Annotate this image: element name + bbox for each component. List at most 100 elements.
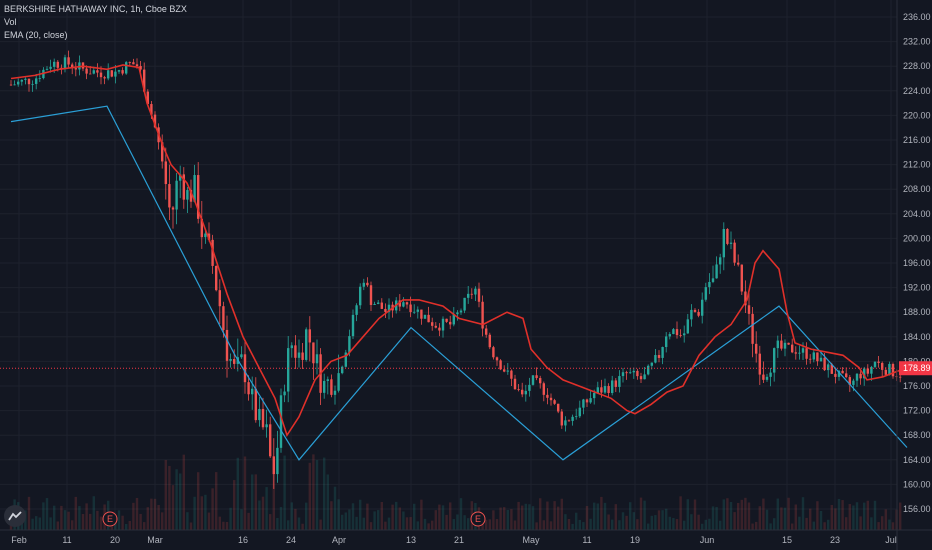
earnings-marker[interactable] [470, 511, 486, 527]
volume-bar [557, 506, 560, 530]
candle-body [35, 78, 38, 84]
volume-bar [899, 502, 902, 530]
price-tick-label: 156.00 [903, 504, 931, 514]
volume-bar [243, 456, 247, 530]
volume-bar [668, 516, 671, 530]
earnings-marker[interactable] [102, 511, 118, 527]
candle-body [546, 394, 549, 398]
volume-bar [791, 523, 794, 530]
tradingview-logo-icon[interactable] [4, 505, 26, 527]
volume-bar [420, 499, 423, 530]
candle-body [355, 305, 358, 315]
volume-bar [711, 506, 715, 530]
volume-bar [539, 498, 542, 530]
candle-body [265, 424, 268, 428]
ema-legend[interactable]: EMA (20, close) [4, 30, 68, 40]
candle-body [485, 328, 488, 335]
ema-line[interactable] [10, 64, 900, 438]
volume-bar [305, 502, 308, 530]
volume-bar [153, 498, 157, 530]
volume-bar [485, 519, 488, 530]
candle-body [801, 348, 805, 353]
candle-body [553, 400, 556, 404]
volume-bar [78, 506, 81, 530]
volume-bar [373, 511, 376, 530]
volume-bar [636, 519, 639, 530]
candle-body [719, 257, 722, 265]
candle-body [467, 293, 470, 298]
candle-body [657, 355, 661, 358]
volume-bar [776, 498, 779, 530]
volume-bar [431, 520, 434, 530]
current-price-badge [899, 361, 932, 376]
candle-body [258, 408, 261, 421]
candle-body [798, 352, 801, 354]
volume-bar [852, 505, 855, 530]
volume-bar [261, 496, 265, 530]
price-tick-label: 236.00 [903, 12, 931, 22]
candle-body [330, 379, 333, 395]
volume-bar [287, 520, 290, 530]
candle-body [528, 384, 531, 391]
volume-bar [229, 507, 232, 530]
volume-bar [168, 465, 171, 530]
candle-body [715, 264, 718, 279]
symbol-title[interactable]: BERKSHIRE HATHAWAY INC, 1h, Cboe BZX [4, 4, 187, 14]
price-tick-label: 220.00 [903, 110, 931, 120]
candle-body [611, 380, 614, 394]
volume-bar [643, 500, 646, 530]
candle-body [229, 359, 232, 361]
candle-body [600, 387, 603, 393]
pattern-trendline[interactable] [10, 105, 908, 461]
volume-bar [798, 516, 801, 530]
volume-bar [650, 515, 653, 530]
volume-bar [481, 520, 484, 530]
time-tick-label: 21 [454, 535, 464, 545]
candle-body [711, 278, 715, 282]
volume-bar [621, 512, 625, 530]
volume-bar [744, 497, 747, 530]
candle-body [672, 329, 675, 335]
volume-bar [794, 504, 797, 530]
candle-body [830, 364, 833, 374]
candle-body [744, 291, 747, 306]
volume-bar [715, 506, 718, 530]
volume-bar [200, 496, 203, 530]
candle-body [362, 282, 365, 287]
candle-body [755, 343, 758, 354]
volume-bar [391, 504, 394, 530]
volume-bar [884, 509, 887, 530]
time-axis[interactable]: Feb 11 20 Mar 16 24 Apr 13 21 May 11 19 Jun 15 23 Jul [0, 529, 932, 545]
volume-bar [848, 504, 851, 530]
volume-bar [870, 517, 873, 530]
volume-bar [301, 523, 304, 530]
volume-bar [294, 508, 297, 530]
volume-bar [618, 520, 621, 530]
volume-legend[interactable]: Vol [4, 17, 17, 27]
price-axis[interactable]: 156.00160.00164.00168.00172.00176.00180.… [896, 0, 932, 550]
volume-bar [49, 517, 52, 530]
volume-bar [647, 523, 650, 530]
time-tick-label: Apr [332, 535, 346, 545]
candle-body [189, 190, 193, 202]
volume-bar [654, 515, 657, 530]
volume-bar [402, 511, 405, 530]
volume-bar [596, 503, 599, 530]
candle-body [863, 368, 866, 379]
volume-bar [690, 514, 693, 530]
candle-body [510, 370, 513, 379]
volume-bar [546, 501, 549, 530]
volume-bar [812, 521, 815, 530]
volume-bar [762, 498, 765, 530]
candle-body [326, 379, 329, 381]
price-tick-label: 176.00 [903, 381, 931, 391]
candle-body [53, 61, 56, 67]
candle-body [204, 233, 207, 238]
logo-glyph-icon [8, 511, 22, 521]
volume-bar [809, 508, 812, 530]
volume-bar [524, 503, 527, 530]
candle-body [308, 329, 311, 343]
